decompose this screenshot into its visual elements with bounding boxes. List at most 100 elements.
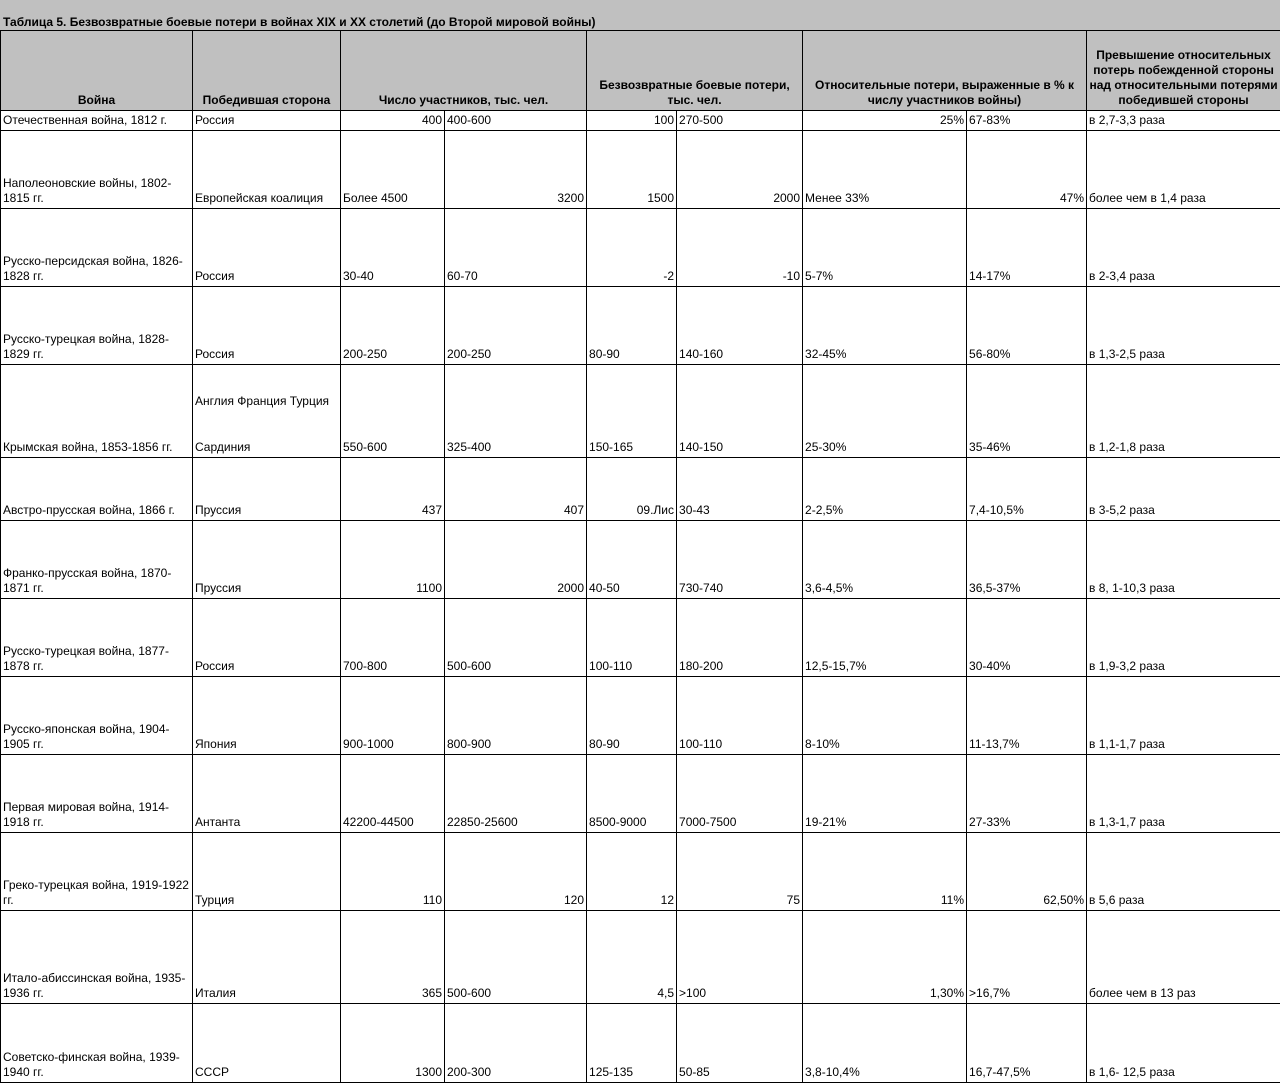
war-name-line: 1918 гг. (3, 815, 44, 829)
war-cell: Русско-турецкая война, 1877- 1878 гг. (0, 598, 193, 677)
war-name-line: Русско-турецкая война, 1877- (3, 644, 169, 658)
war-name-line: Русско-персидская война, 1826- (3, 254, 183, 268)
war-cell: Греко-турецкая война, 1919-1922 гг. (0, 832, 193, 911)
winner-cell: Пруссия (192, 520, 341, 599)
excess-cell: в 8, 1-10,3 раза (1086, 520, 1280, 599)
excess-cell: в 2-3,4 раза (1086, 208, 1280, 287)
excess-cell: более чем в 1,4 раза (1086, 130, 1280, 209)
table-row: Австро-прусская война, 1866 г. Пруссия 437… (0, 457, 1280, 521)
table-row: Русско-японская война, 1904- 1905 гг. Япон… (0, 676, 1280, 755)
participants-loser-cell: 2000 (443, 520, 588, 599)
excess-cell: в 2,7-3,3 раза (1086, 110, 1280, 131)
participants-loser-cell: 60-70 (443, 208, 588, 287)
excess-cell: в 1,3-2,5 раза (1086, 286, 1280, 365)
participants-winner-cell: 110 (340, 832, 445, 911)
war-name-line: Наполеоновские войны, 1802- (3, 176, 172, 190)
relative-loser-cell: 14-17% (966, 208, 1088, 287)
winner-name-line: Пруссия (195, 581, 242, 595)
header-losses: Безвозвратные боевые потери, тыс. чел. (586, 30, 804, 111)
participants-winner-cell: 365 (340, 910, 445, 1004)
relative-winner-cell: 2-2,5% (802, 457, 968, 521)
participants-winner-cell: 1100 (340, 520, 445, 599)
war-name-line: 1936 гг. (3, 986, 44, 1000)
winner-cell: Россия (192, 286, 341, 365)
table-row: Франко-прусская война, 1870- 1871 гг. Прус… (0, 520, 1280, 599)
relative-winner-cell: Менее 33% (802, 130, 968, 209)
war-name-line: 1871 гг. (3, 581, 44, 595)
winner-name-line: Россия (195, 269, 235, 283)
losses-loser-cell: 75 (676, 832, 804, 911)
relative-loser-cell: 62,50% (966, 832, 1088, 911)
excess-cell: в 5,6 раза (1086, 832, 1280, 911)
winner-cell: Антанта (192, 754, 341, 833)
winner-cell: Япония (192, 676, 341, 755)
losses-winner-cell: 4,5 (586, 910, 678, 1004)
participants-winner-cell: 437 (340, 457, 445, 521)
participants-loser-cell: 325-400 (443, 364, 588, 458)
war-cell: Итало-абиссинская война, 1935- 1936 гг. (0, 910, 193, 1004)
winner-name-line: Англия Франция Турция (195, 394, 330, 408)
war-cell: Отечественная война, 1812 г. (0, 110, 193, 131)
participants-winner-cell: 30-40 (340, 208, 445, 287)
losses-winner-cell: 8500-9000 (586, 754, 678, 833)
winner-name-line: Россия (195, 659, 235, 673)
excess-cell: в 1,2-1,8 раза (1086, 364, 1280, 458)
losses-winner-cell: 12 (586, 832, 678, 911)
losses-winner-cell: 80-90 (586, 286, 678, 365)
winner-cell: Англия Франция Турция Сардиния (192, 364, 341, 458)
war-cell: Наполеоновские войны, 1802- 1815 гг. (0, 130, 193, 209)
relative-winner-cell: 1,30% (802, 910, 968, 1004)
war-name-line: 1815 гг. (3, 191, 44, 205)
losses-loser-cell: 140-160 (676, 286, 804, 365)
war-cell: Австро-прусская война, 1866 г. (0, 457, 193, 521)
losses-loser-cell: -10 (676, 208, 804, 287)
relative-loser-cell: 7,4-10,5% (966, 457, 1088, 521)
header-row: Война Победившая сторона Число участнико… (0, 30, 1280, 111)
losses-winner-cell: 80-90 (586, 676, 678, 755)
winner-cell: Италия (192, 910, 341, 1004)
relative-winner-cell: 3,8-10,4% (802, 1003, 968, 1083)
header-war: Война (0, 30, 193, 111)
relative-loser-cell: 47% (966, 130, 1088, 209)
war-name-line: Греко-турецкая война, 1919-1922 (3, 878, 189, 892)
winner-name-line: Сардиния (195, 440, 251, 454)
relative-loser-cell: 36,5-37% (966, 520, 1088, 599)
losses-winner-cell: 40-50 (586, 520, 678, 599)
header-relative-losses: Относительные потери, выраженные в % к ч… (802, 30, 1088, 111)
war-name-line: Отечественная война, 1812 г. (3, 113, 167, 127)
winner-cell: Россия (192, 598, 341, 677)
participants-winner-cell: 700-800 (340, 598, 445, 677)
winner-name-line: Россия (195, 113, 235, 127)
participants-winner-cell: 550-600 (340, 364, 445, 458)
losses-loser-cell: 140-150 (676, 364, 804, 458)
table-row: Русско-турецкая война, 1877- 1878 гг. Росс… (0, 598, 1280, 677)
war-name-line: Итало-абиссинская война, 1935- (3, 971, 186, 985)
war-cell: Русско-японская война, 1904- 1905 гг. (0, 676, 193, 755)
relative-winner-cell: 19-21% (802, 754, 968, 833)
table-row: Русско-турецкая война, 1828- 1829 гг. Росс… (0, 286, 1280, 365)
winner-cell: СССР (192, 1003, 341, 1083)
winner-name-line: Европейская коалиция (195, 191, 324, 205)
excess-cell: в 1,9-3,2 раза (1086, 598, 1280, 677)
losses-winner-cell: 09.Лис (586, 457, 678, 521)
war-name-line: 1940 гг. (3, 1065, 44, 1079)
table-row: Итало-абиссинская война, 1935- 1936 гг. Ит… (0, 910, 1280, 1004)
table-row: Греко-турецкая война, 1919-1922 гг. Турция… (0, 832, 1280, 911)
war-name-line: Крымская война, 1853-1856 гг. (3, 440, 173, 454)
excess-cell: более чем в 13 раз (1086, 910, 1280, 1004)
war-name-line: 1878 гг. (3, 659, 44, 673)
table-row: Отечественная война, 1812 г. Россия 400 400… (0, 110, 1280, 131)
war-name-line: гг. (3, 893, 14, 907)
participants-winner-cell: Более 4500 (340, 130, 445, 209)
winner-cell: Россия (192, 208, 341, 287)
losses-winner-cell: 100-110 (586, 598, 678, 677)
participants-loser-cell: 200-250 (443, 286, 588, 365)
title-band (0, 0, 1280, 30)
war-name-line: 1829 гг. (3, 347, 44, 361)
winner-name-line: Антанта (195, 815, 241, 829)
participants-winner-cell: 1300 (340, 1003, 445, 1083)
participants-winner-cell: 900-1000 (340, 676, 445, 755)
winner-name-line: Турция (195, 893, 235, 907)
participants-loser-cell: 3200 (443, 130, 588, 209)
participants-loser-cell: 200-300 (443, 1003, 588, 1083)
